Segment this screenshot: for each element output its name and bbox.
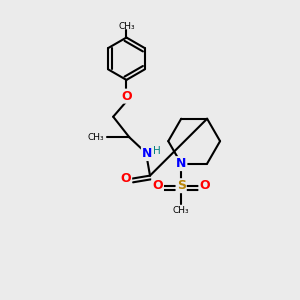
Text: N: N (142, 147, 152, 160)
Text: O: O (200, 179, 210, 192)
Text: O: O (121, 90, 132, 103)
Text: O: O (152, 179, 163, 192)
Text: H: H (153, 146, 160, 157)
Text: CH₃: CH₃ (118, 22, 135, 31)
Text: N: N (176, 157, 186, 170)
Text: O: O (121, 172, 131, 185)
Text: CH₃: CH₃ (173, 206, 190, 215)
Text: S: S (177, 179, 186, 192)
Text: CH₃: CH₃ (88, 133, 104, 142)
